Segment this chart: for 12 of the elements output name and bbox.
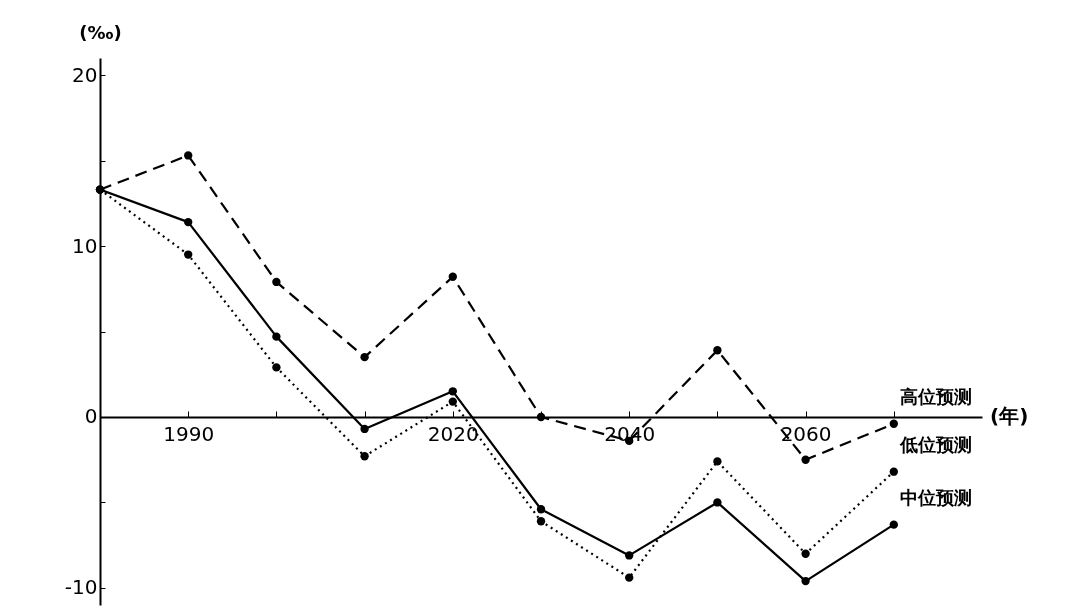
y-tick-label: 20 — [72, 62, 98, 87]
y-tick-label: -10 — [64, 575, 98, 600]
series-label: 低位预测 — [898, 433, 972, 455]
x-axis-title: (年) — [990, 403, 1029, 428]
x-tick-label: 2040 — [604, 422, 656, 447]
x-tick-label: 2020 — [427, 422, 479, 447]
y-axis-title: (‰) — [79, 21, 122, 43]
y-tick-label: 0 — [84, 404, 98, 429]
x-tick-label: 1990 — [163, 422, 215, 447]
y-tick-label: 10 — [72, 233, 98, 258]
series-label: 中位预测 — [899, 486, 972, 508]
series-label: 高位预测 — [899, 385, 972, 407]
